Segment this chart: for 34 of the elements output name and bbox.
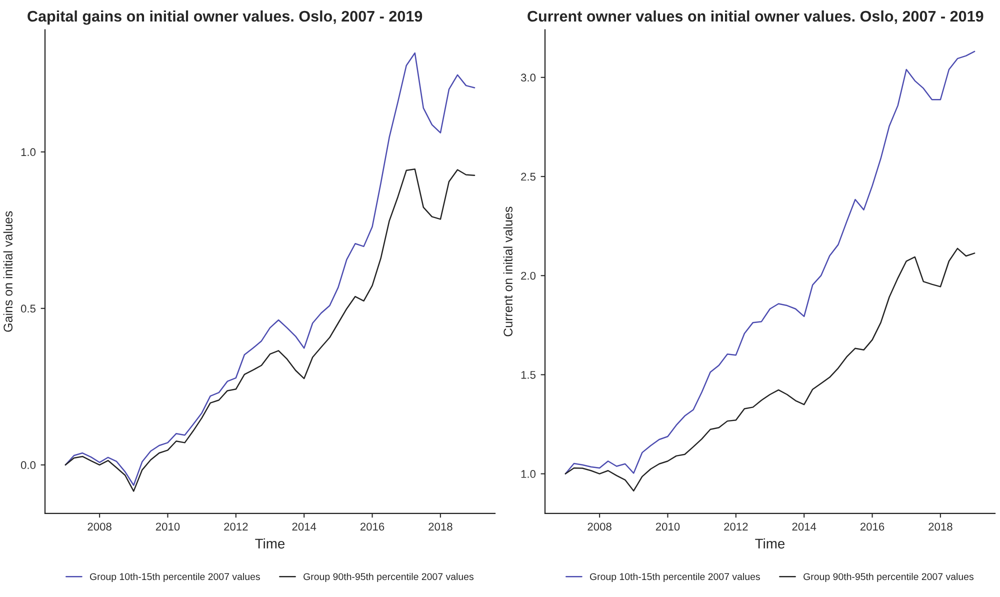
y-axis-title: Gains on initial values [3, 211, 12, 332]
y-axis-title: Current on initial values [503, 206, 512, 336]
y-tick-label: 3.0 [520, 74, 536, 82]
x-tick-label: 2008 [88, 522, 112, 531]
legend-label: Group 10th-15th percentile 2007 values [90, 572, 260, 582]
x-tick-label: 2010 [156, 522, 180, 531]
y-tick-label: 1.5 [521, 371, 536, 379]
x-tick-label: 2014 [792, 522, 816, 531]
y-tick-label: 1.0 [21, 148, 36, 156]
x-tick-label: 2016 [860, 522, 884, 531]
chart-title: Capital gains on initial owner values. Oslo, 2007 - 2019 [28, 10, 422, 25]
x-tick-label: 2018 [428, 522, 452, 531]
legend-label: Group 90th-95th percentile 2007 values [804, 572, 974, 582]
line-series [64, 168, 476, 492]
x-axis-title: Time [755, 538, 785, 549]
chart-title: Current owner values on initial owner values. Oslo, 2007 - 2019 [528, 10, 984, 24]
x-axis-title: Time [255, 538, 285, 549]
x-tick-label: 2012 [224, 522, 248, 531]
line-series [564, 50, 976, 474]
legend-label: Group 10th-15th percentile 2007 values [590, 572, 760, 582]
x-tick-label: 2014 [292, 522, 316, 531]
y-tick-label: 1.0 [521, 470, 536, 478]
line-series [64, 52, 476, 486]
legend-label: Group 90th-95th percentile 2007 values [304, 572, 474, 582]
x-tick-label: 2018 [928, 522, 952, 531]
x-tick-label: 2012 [724, 522, 748, 531]
y-tick-label: 0.0 [20, 461, 36, 470]
line-series [564, 248, 976, 492]
x-tick-label: 2008 [588, 522, 612, 531]
y-tick-label: 2.0 [521, 272, 536, 280]
y-tick-label: 0.5 [20, 304, 36, 313]
x-tick-label: 2010 [656, 522, 680, 531]
y-tick-label: 2.5 [521, 172, 536, 181]
x-tick-label: 2016 [360, 522, 384, 531]
